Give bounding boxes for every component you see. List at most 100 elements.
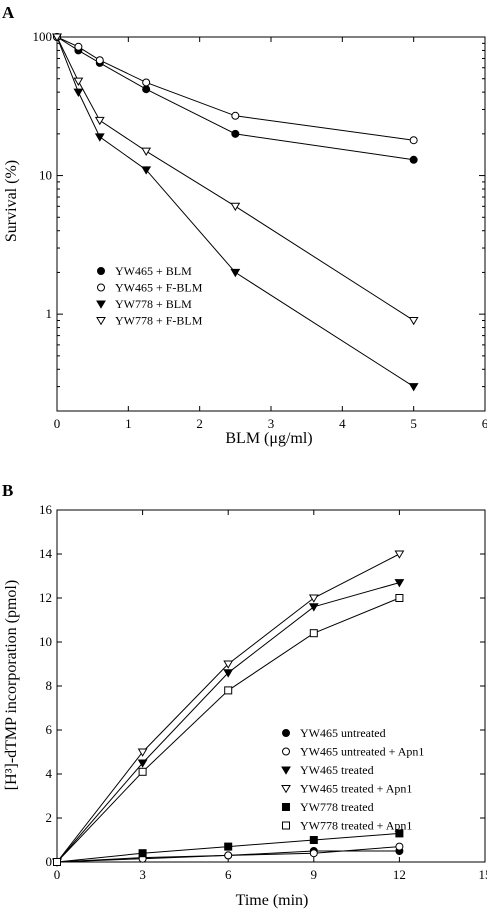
panel-a-series-3-line: [56, 36, 414, 388]
panel-a-series-2-point-2: [95, 56, 104, 65]
panel-a-series-4-point-4: [230, 202, 241, 212]
panel-b-series-6-point-2: [224, 686, 233, 695]
panel-b-legend-marker-6-point-0: [282, 821, 290, 830]
panel-b-series-3-point-4: [394, 579, 405, 588]
panel-a-x-tick-label: 4: [339, 416, 346, 431]
panel-a-legend-label-4: YW778 + F-BLM: [115, 314, 203, 328]
panel-b-legend-label-1: YW465 untreated: [300, 726, 386, 740]
panel-a-x-axis-title: BLM (μg/ml): [225, 430, 312, 447]
panel-b-series-6: [53, 594, 404, 866]
panel-a-plot-frame: [56, 36, 486, 412]
panel-b-series-5-point-1: [138, 849, 147, 858]
panel-a-series-2-point-5: [409, 136, 418, 145]
panel-b-legend-label-6: YW778 treated + Apn1: [300, 819, 412, 833]
panel-a-series-4: [52, 33, 419, 326]
panel-a-y-tick-label: 100: [33, 29, 53, 44]
panel-a-x-tick-label: 0: [54, 416, 61, 431]
panel-a-series-2-point-1: [74, 42, 83, 51]
panel-a-series-2-line: [56, 36, 414, 141]
panel-a-series-1-point-4: [231, 129, 240, 138]
panel-a-series-3-point-1: [73, 88, 84, 97]
panel-b-legend-marker-1-point-0: [282, 729, 290, 737]
panel-a-series-4-point-2: [94, 116, 105, 126]
panel-a-series-1: [53, 33, 418, 164]
panel-a-y-axis-title: Survival (%): [3, 160, 20, 242]
panel-b-x-tick-label: 9: [311, 867, 318, 882]
panel-a-series-3-point-2: [94, 133, 105, 142]
panel-b-legend-label-4: YW465 treated + Apn1: [300, 782, 412, 796]
panel-a-x-tick-label: 6: [482, 416, 487, 431]
panel-a-series-3-point-4: [230, 268, 241, 278]
panel-b-x-tick-label: 12: [393, 867, 406, 882]
panel-b-series-3-point-2: [223, 669, 234, 678]
panel-a-x-tick-label: 3: [268, 416, 275, 431]
panel-b-label: B: [2, 481, 13, 500]
panel-a-legend-marker-2-point-0: [97, 283, 105, 292]
panel-b-y-tick-label: 8: [46, 678, 53, 693]
panel-a-series-4-point-0: [52, 33, 62, 42]
panel-a-series-2: [53, 33, 418, 145]
panel-b-y-tick-label: 12: [39, 590, 52, 605]
panel-a-legend-label-2: YW465 + F-BLM: [115, 281, 203, 295]
panel-b-series-3-point-1: [137, 759, 148, 768]
panel-b-y-tick-label: 0: [46, 854, 53, 869]
panel-b-series-5-point-3: [309, 836, 318, 844]
panel-b-x-tick-label: 3: [139, 867, 146, 882]
panel-b-y-tick-label: 6: [46, 722, 53, 737]
panel-a-legend-label-1: YW465 + BLM: [115, 264, 192, 278]
panel-b-legend-marker-3-point-0: [281, 766, 291, 775]
panel-b-x-axis-title: Time (min): [236, 892, 309, 909]
panel-a-y-tick-label: 10: [39, 168, 52, 183]
panel-b-series-4-point-4: [394, 550, 405, 559]
panel-a-series-4-point-5: [408, 316, 419, 326]
panel-a-series-4-point-3: [141, 147, 152, 156]
panel-a-series-3-point-3: [141, 166, 152, 175]
panel-b-series-6-point-4: [395, 594, 404, 602]
panel-a-legend-marker-4-point-0: [96, 316, 106, 326]
panel-b-series-4-point-1: [137, 748, 148, 757]
panel-b-legend-marker-2-point-0: [282, 747, 290, 756]
panel-b-series-2-point-4: [395, 842, 404, 851]
panel-a-legend: YW465 + BLM YW465 + F-BLM YW778 + BLM YW778…: [96, 264, 203, 328]
panel-b-series-6-point-0: [53, 858, 61, 866]
panel-b-x-tick-label: 6: [225, 867, 232, 882]
panel-b-series-4-line: [56, 553, 400, 863]
panel-a-label: A: [2, 3, 15, 22]
panel-a-series-1-point-3: [142, 85, 151, 94]
panel-b-legend-label-5: YW778 treated: [300, 800, 374, 814]
panel-a-legend-marker-1-point-0: [97, 267, 105, 275]
panel-b-y-tick-label: 14: [39, 546, 53, 561]
panel-b-series-5-point-4: [395, 829, 404, 838]
panel-b-series-6-point-3: [309, 629, 318, 638]
panel-a-series-1-point-5: [409, 155, 418, 164]
panel-a-x-tick-label: 2: [196, 416, 203, 431]
panel-b-x-tick-label: 0: [54, 867, 61, 882]
panel-b-y-tick-label: 4: [46, 766, 53, 781]
panel-a-series-1-line: [56, 36, 414, 161]
panel-b-plot-area: 036912150246810121416YW465 untreatedYW46…: [39, 502, 487, 882]
panel-b-series-4-point-2: [223, 660, 234, 669]
panel-a-series-2-point-3: [142, 78, 151, 87]
panel-a-x-tick-label: 5: [410, 416, 417, 431]
panel-b-legend-marker-5-point-0: [282, 803, 290, 811]
panel-a-y-tick-label: 1: [46, 306, 53, 321]
panel-a-series-3: [52, 33, 419, 392]
panel-b-series-4-point-3: [308, 594, 319, 603]
panel-b-plot-frame: [56, 509, 486, 863]
panel-b-series-6-point-1: [138, 767, 147, 776]
panel-a-series-3-point-5: [408, 383, 419, 392]
panel-a-legend-marker-3-point-0: [96, 300, 106, 309]
panel-b-series-2-point-2: [224, 851, 233, 860]
panel-b-x-tick-label: 15: [479, 867, 487, 882]
panel-a-plot-area: 0 1 2 3 4 5 6 1 10 100 YW465 + BLM YW465 + F-BLM YW7…: [33, 29, 487, 431]
panel-b-series-3-point-3: [308, 603, 319, 612]
panel-b-legend-label-2: YW465 untreated + Apn1: [300, 745, 424, 759]
panel-b-y-tick-label: 16: [39, 502, 53, 517]
panel-b-y-axis-title: [H³]-dTMP incorporation (pmol): [3, 580, 20, 790]
panel-a-series-4-line: [56, 36, 414, 321]
panel-b-y-tick-label: 10: [39, 634, 52, 649]
panel-a-series-2-point-4: [231, 111, 240, 120]
panel-a-x-tick-label: 1: [125, 416, 132, 431]
panel-a-legend-label-3: YW778 + BLM: [115, 297, 192, 311]
